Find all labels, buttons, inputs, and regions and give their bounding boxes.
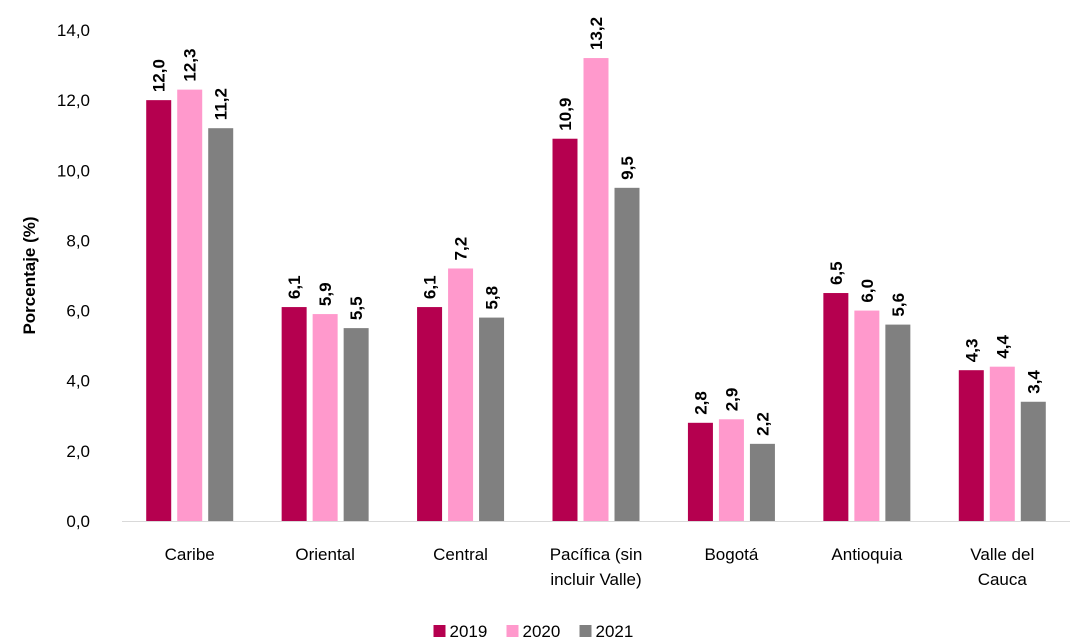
bar-2020 xyxy=(177,89,203,521)
legend: 2019 2020 2021 xyxy=(433,622,634,641)
y-tick-label: 10,0 xyxy=(57,161,90,180)
bar-2019 xyxy=(958,370,984,521)
legend-swatch xyxy=(433,625,446,637)
legend-swatch xyxy=(506,625,519,637)
data-label: 9,5 xyxy=(618,156,637,180)
category-label: Bogotá xyxy=(704,545,758,564)
bar-2019 xyxy=(417,307,443,521)
data-label: 5,6 xyxy=(889,293,908,317)
legend-swatch xyxy=(579,625,592,637)
data-label: 2,9 xyxy=(722,388,741,412)
legend-label: 2019 xyxy=(450,622,488,641)
data-label: 11,2 xyxy=(212,88,231,120)
bar-2019 xyxy=(823,293,849,521)
bar-2021 xyxy=(614,187,640,522)
bar-2020 xyxy=(448,268,474,521)
data-label: 5,8 xyxy=(483,286,502,310)
bar-2021 xyxy=(343,328,369,521)
data-label: 3,4 xyxy=(1024,370,1043,394)
bar-2020 xyxy=(854,310,880,521)
bar-2019 xyxy=(281,307,307,521)
data-label: 2,2 xyxy=(753,412,772,436)
bar-2020 xyxy=(312,314,338,521)
data-label: 5,9 xyxy=(316,282,335,306)
data-label: 2,8 xyxy=(691,391,710,415)
bar-2020 xyxy=(989,366,1015,521)
data-labels: 12,0 12,3 11,2 6,1 5,9 5,5 6,1 7,2 5,8 10,9 13,2 9,… xyxy=(150,17,1044,436)
data-label: 6,5 xyxy=(827,261,846,285)
y-tick-label: 2,0 xyxy=(66,442,90,461)
bar-2021 xyxy=(1020,401,1046,521)
bar-2020 xyxy=(583,58,609,522)
y-tick-label: 12,0 xyxy=(57,91,90,110)
bar-2021 xyxy=(749,443,775,521)
category-labels: Caribe Oriental Central Pacífica (sin inclui… xyxy=(165,545,1035,589)
y-tick-label: 4,0 xyxy=(66,372,90,391)
data-label: 6,0 xyxy=(858,279,877,303)
category-label: Oriental xyxy=(295,545,355,564)
bar-2021 xyxy=(479,317,505,521)
category-label: Cauca xyxy=(978,570,1028,589)
data-label: 12,3 xyxy=(181,49,200,82)
category-label: Valle del xyxy=(970,545,1034,564)
legend-label: 2021 xyxy=(596,622,634,641)
y-tick-label: 14,0 xyxy=(57,21,90,40)
category-label: Central xyxy=(433,545,488,564)
bar-2019 xyxy=(687,422,713,521)
data-label: 13,2 xyxy=(587,17,606,50)
data-label: 7,2 xyxy=(452,237,471,261)
y-axis-title: Porcentaje (%) xyxy=(20,216,39,334)
bar-2020 xyxy=(718,419,744,521)
y-axis-title-group: Porcentaje (%) xyxy=(20,216,39,334)
bar-2021 xyxy=(885,324,911,521)
bar-2019 xyxy=(146,100,172,522)
y-tick-label: 0,0 xyxy=(66,512,90,531)
category-label: incluir Valle) xyxy=(550,570,641,589)
y-axis-ticks: 0,0 2,0 4,0 6,0 8,0 10,0 12,0 14,0 xyxy=(57,21,90,531)
data-label: 5,5 xyxy=(347,296,366,320)
data-label: 10,9 xyxy=(556,98,575,131)
data-label: 12,0 xyxy=(150,59,169,92)
bar-2021 xyxy=(208,128,234,521)
data-label: 4,3 xyxy=(962,339,981,363)
y-tick-label: 6,0 xyxy=(66,302,90,321)
data-label: 6,1 xyxy=(285,275,304,299)
bars xyxy=(146,58,1046,522)
y-tick-label: 8,0 xyxy=(66,231,90,250)
category-label: Antioquia xyxy=(831,545,902,564)
data-label: 6,1 xyxy=(421,275,440,299)
category-label: Caribe xyxy=(165,545,215,564)
data-label: 4,4 xyxy=(993,335,1012,359)
legend-label: 2020 xyxy=(523,622,561,641)
bar-2019 xyxy=(552,138,578,521)
category-label: Pacífica (sin xyxy=(550,545,643,564)
